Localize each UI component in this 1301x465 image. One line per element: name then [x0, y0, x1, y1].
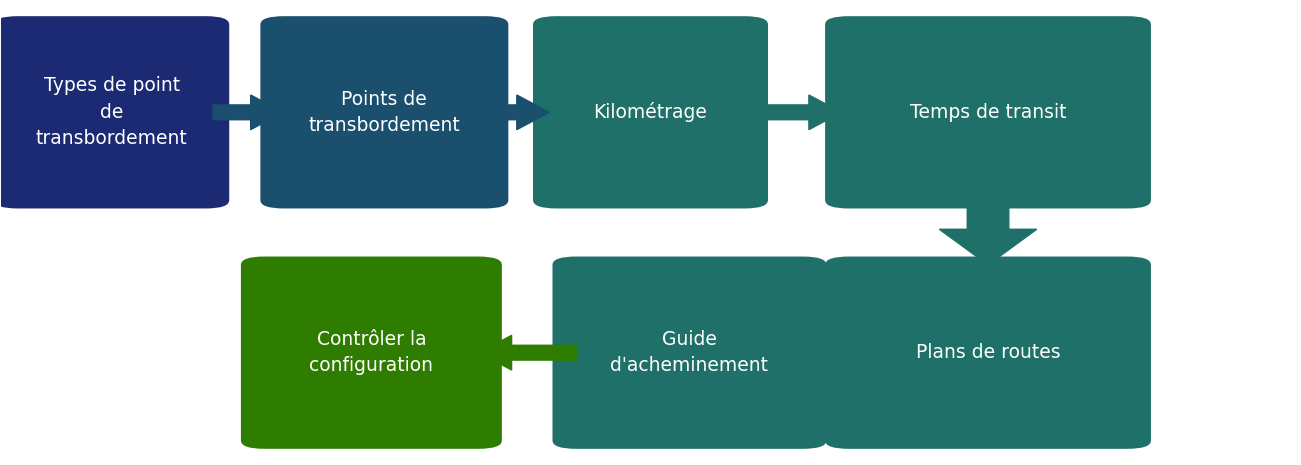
FancyBboxPatch shape	[825, 257, 1151, 449]
FancyBboxPatch shape	[533, 16, 768, 208]
Text: Contrôler la
configuration: Contrôler la configuration	[310, 330, 433, 375]
Text: Temps de transit: Temps de transit	[909, 103, 1067, 122]
FancyArrow shape	[745, 95, 842, 130]
FancyArrow shape	[485, 95, 549, 130]
FancyBboxPatch shape	[825, 16, 1151, 208]
FancyArrow shape	[479, 335, 576, 370]
FancyArrow shape	[213, 95, 284, 130]
FancyArrow shape	[939, 200, 1037, 265]
FancyBboxPatch shape	[260, 16, 509, 208]
FancyBboxPatch shape	[241, 257, 502, 449]
FancyArrow shape	[804, 335, 850, 370]
FancyBboxPatch shape	[553, 257, 826, 449]
Text: Types de point
de
transbordement: Types de point de transbordement	[36, 76, 187, 148]
Text: Points de
transbordement: Points de transbordement	[308, 90, 461, 135]
FancyBboxPatch shape	[0, 16, 229, 208]
Text: Plans de routes: Plans de routes	[916, 343, 1060, 362]
Text: Kilométrage: Kilométrage	[593, 102, 708, 122]
Text: Guide
d'acheminement: Guide d'acheminement	[610, 330, 769, 375]
